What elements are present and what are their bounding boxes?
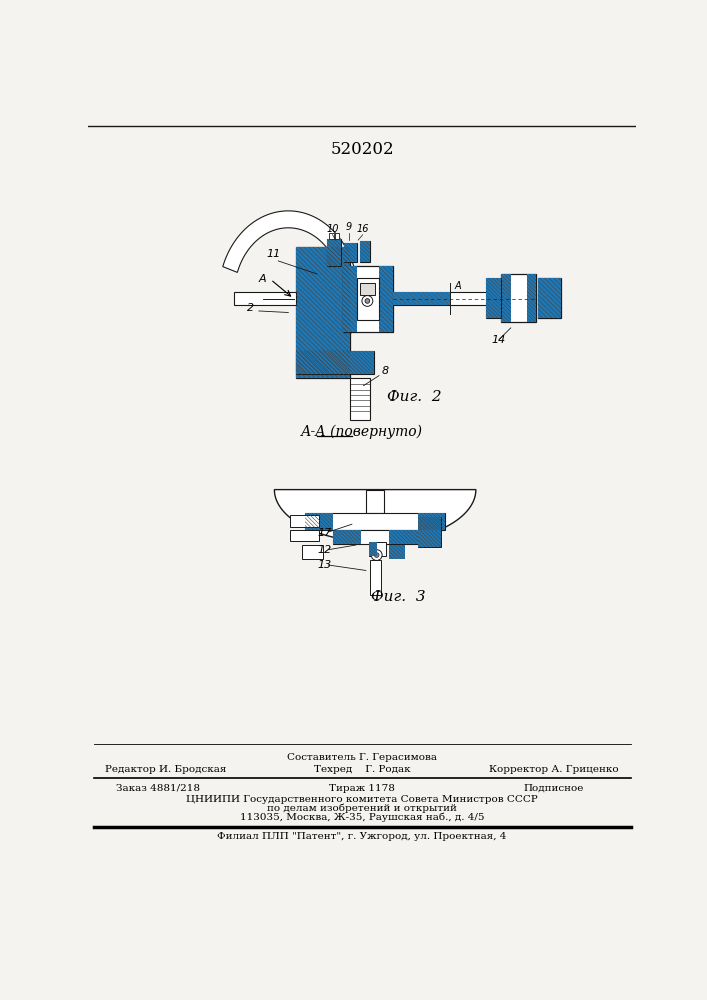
Text: Техред    Г. Родак: Техред Г. Родак bbox=[314, 765, 410, 774]
Text: по делам изобретений и открытий: по делам изобретений и открытий bbox=[267, 804, 457, 813]
Bar bbox=[343, 266, 356, 332]
Text: 17: 17 bbox=[317, 528, 332, 538]
Text: Фиг.  3: Фиг. 3 bbox=[371, 590, 426, 604]
Text: Составитель Г. Герасимова: Составитель Г. Герасимова bbox=[287, 753, 437, 762]
Bar bbox=[351, 378, 370, 420]
Circle shape bbox=[371, 550, 382, 560]
Text: 11: 11 bbox=[267, 249, 281, 259]
Bar bbox=[538, 278, 561, 318]
Bar bbox=[486, 278, 501, 318]
Bar bbox=[527, 274, 537, 322]
Text: Фиг.  2: Фиг. 2 bbox=[387, 390, 441, 404]
Bar bbox=[369, 542, 386, 556]
Bar bbox=[360, 283, 375, 295]
Bar bbox=[327, 239, 341, 266]
Bar bbox=[305, 513, 445, 530]
Text: 9: 9 bbox=[346, 222, 352, 232]
Text: 12: 12 bbox=[317, 545, 332, 555]
Bar bbox=[501, 274, 510, 322]
Bar bbox=[290, 530, 320, 541]
Bar bbox=[343, 266, 393, 332]
Bar bbox=[418, 513, 445, 530]
Circle shape bbox=[362, 296, 373, 306]
Text: ЦНИИПИ Государственного комитета Совета Министров СССР: ЦНИИПИ Государственного комитета Совета … bbox=[186, 795, 538, 804]
Bar bbox=[296, 351, 373, 374]
Bar bbox=[360, 241, 370, 262]
Bar bbox=[360, 241, 370, 262]
Bar bbox=[369, 542, 377, 556]
Bar bbox=[389, 530, 418, 544]
Bar bbox=[379, 266, 393, 332]
Text: Редактор И. Бродская: Редактор И. Бродская bbox=[105, 765, 226, 774]
Text: 2: 2 bbox=[247, 303, 255, 313]
Bar bbox=[305, 513, 332, 530]
Bar bbox=[538, 282, 549, 289]
Bar bbox=[332, 530, 361, 544]
Bar bbox=[344, 243, 356, 262]
Bar bbox=[538, 278, 561, 318]
Bar bbox=[501, 274, 537, 322]
Circle shape bbox=[374, 553, 379, 557]
Text: А: А bbox=[454, 281, 461, 291]
Polygon shape bbox=[274, 490, 476, 542]
Text: Филиал ПЛП "Патент", г. Ужгород, ул. Проектная, 4: Филиал ПЛП "Патент", г. Ужгород, ул. Про… bbox=[217, 832, 507, 841]
Bar bbox=[486, 278, 501, 318]
Bar bbox=[327, 239, 341, 266]
Bar bbox=[301, 545, 323, 559]
Text: Заказ 4881/218: Заказ 4881/218 bbox=[116, 784, 200, 793]
Circle shape bbox=[365, 299, 370, 303]
Text: Тираж 1178: Тираж 1178 bbox=[329, 784, 395, 793]
Bar bbox=[538, 305, 549, 312]
Text: 520202: 520202 bbox=[330, 141, 394, 158]
Bar bbox=[344, 243, 356, 262]
Bar bbox=[335, 233, 339, 239]
Polygon shape bbox=[223, 211, 358, 338]
Bar bbox=[332, 530, 418, 544]
Text: А-А (повернуто): А-А (повернуто) bbox=[301, 425, 423, 439]
Bar bbox=[393, 292, 450, 305]
Text: 8: 8 bbox=[381, 366, 388, 376]
Bar bbox=[296, 247, 351, 378]
Text: 13: 13 bbox=[317, 560, 332, 570]
Text: Корректор А. Гриценко: Корректор А. Гриценко bbox=[489, 765, 618, 774]
Text: 10: 10 bbox=[326, 224, 339, 234]
Text: 16: 16 bbox=[356, 224, 369, 234]
Bar bbox=[389, 545, 404, 559]
Bar bbox=[393, 292, 537, 305]
Bar bbox=[234, 292, 296, 305]
Bar bbox=[296, 247, 351, 378]
Bar bbox=[418, 517, 441, 547]
Text: Подписное: Подписное bbox=[523, 784, 583, 793]
Text: А: А bbox=[259, 274, 267, 284]
Text: 113035, Москва, Ж-35, Раушская наб., д. 4/5: 113035, Москва, Ж-35, Раушская наб., д. … bbox=[240, 813, 484, 822]
Bar bbox=[418, 517, 441, 547]
Bar bbox=[538, 293, 549, 301]
Bar bbox=[290, 515, 320, 527]
Text: 14: 14 bbox=[491, 335, 506, 345]
Bar bbox=[366, 490, 385, 513]
Bar bbox=[370, 560, 381, 595]
Bar bbox=[356, 278, 379, 320]
Bar bbox=[296, 351, 373, 374]
Bar bbox=[329, 233, 334, 239]
